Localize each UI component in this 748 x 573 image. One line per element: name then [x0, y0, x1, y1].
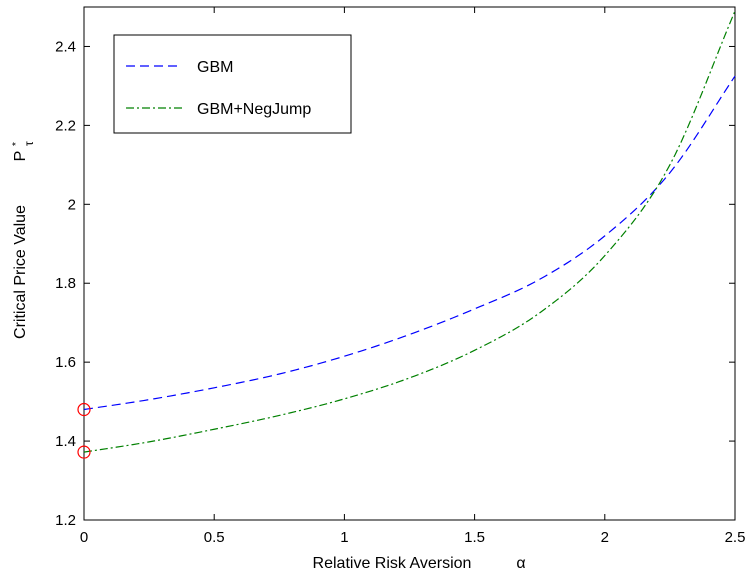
- y-tick-label: 1.6: [55, 354, 76, 371]
- y-axis-symbol: P: [12, 151, 29, 162]
- legend-label-gbm: GBM: [197, 59, 233, 76]
- y-tick-label: 2.4: [55, 38, 76, 55]
- x-tick-label: 0: [80, 529, 88, 546]
- legend-box: [113, 34, 352, 134]
- y-tick-label: 1.2: [55, 512, 76, 529]
- legend-label-gbm-negjump: GBM+NegJump: [197, 101, 311, 118]
- x-axis-symbol: α: [516, 555, 525, 572]
- y-axis-label: Critical Price Value: [12, 205, 29, 339]
- series-lines: [83, 10, 736, 453]
- y-tick-label: 1.4: [55, 433, 76, 450]
- x-tick-label: 1: [340, 529, 348, 546]
- y-tick-label: 2.2: [55, 117, 76, 134]
- start-marker: [77, 402, 91, 417]
- x-axis-label: Relative Risk Aversion: [313, 555, 472, 572]
- x-tick-label: 1.5: [464, 529, 485, 546]
- start-marker: [77, 445, 91, 459]
- legend: GBM GBM+NegJump: [113, 34, 352, 134]
- x-tick-label: 0.5: [204, 529, 225, 546]
- x-tick-label: 2.5: [725, 529, 746, 546]
- y-axis-symbol-superscript: *: [11, 142, 22, 146]
- y-axis-symbol-subscript: τ: [22, 141, 36, 146]
- x-tick-label: 2: [601, 529, 609, 546]
- series-line-gbm: [83, 75, 736, 411]
- y-tick-label: 2: [68, 196, 76, 213]
- axis-ticks: 0 0.5 1 1.5 2 2.5 1.2 1.4 1.6 1.8 2 2.2 2.4: [55, 7, 745, 546]
- y-axis-symbol-group: P * τ: [11, 141, 36, 161]
- y-tick-label: 1.8: [55, 275, 76, 292]
- start-markers: [77, 402, 91, 459]
